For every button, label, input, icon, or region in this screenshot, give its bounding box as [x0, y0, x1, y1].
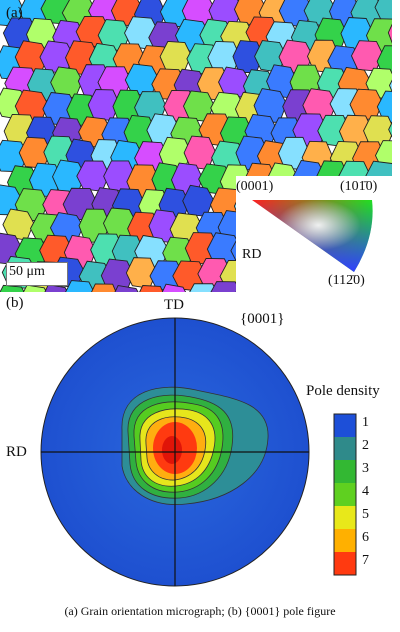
ipf-triangle [252, 200, 373, 272]
rd-label: RD [6, 444, 27, 460]
legend-title: Pole density [306, 383, 380, 399]
grain [0, 284, 25, 292]
level-5-label: 5 [362, 507, 369, 522]
level-6-label: 6 [362, 530, 369, 545]
level-1-label: 1 [362, 415, 369, 430]
grain [376, 90, 392, 123]
grain [139, 285, 164, 292]
grain [210, 281, 241, 292]
ipf-rd-label: RD [242, 247, 262, 262]
contour-lines [121, 386, 269, 505]
grain [388, 121, 392, 138]
panel-b-label: (b) [6, 295, 24, 311]
grain [44, 284, 68, 292]
colorbar-level-2 [334, 437, 356, 460]
scale-bar-label: 50 μm [9, 264, 45, 279]
pole-density-colorbar [333, 413, 357, 576]
grain [161, 283, 187, 292]
colorbar-level-4 [334, 483, 356, 506]
ipf-10-10-label: (101̄0) [340, 179, 378, 194]
grain [114, 285, 139, 292]
ipf-11-20-label: (112̄0) [328, 273, 365, 288]
grain [22, 284, 48, 292]
ipf-color-key: (0001) (101̄0) RD (112̄0) [236, 176, 392, 292]
colorbar-frame [333, 413, 357, 576]
level-3-label: 3 [362, 461, 369, 476]
grain [389, 79, 392, 93]
pole-figure [40, 317, 357, 587]
td-label: TD [164, 297, 184, 313]
colorbar-level-5 [334, 506, 356, 529]
colorbar-level-3 [334, 460, 356, 483]
plane-label: {0001} [240, 311, 285, 327]
colorbar-level-6 [334, 529, 356, 552]
density-peak [162, 436, 182, 464]
grain [189, 283, 218, 292]
colorbar-level-7 [334, 552, 356, 575]
grain [91, 283, 117, 292]
panel-a-label: (a) [6, 5, 23, 21]
level-2-label: 2 [362, 438, 369, 453]
ipf-0001-label: (0001) [236, 179, 274, 194]
colorbar-level-1 [334, 414, 356, 437]
level-4-label: 4 [362, 484, 369, 499]
scale-bar: 50 μm [6, 262, 68, 286]
grain [387, 23, 392, 44]
grain [374, 0, 392, 22]
grain [65, 280, 95, 292]
level-7-label: 7 [362, 553, 369, 568]
figure-caption: (a) Grain orientation micrograph; (b) {0… [64, 604, 336, 618]
